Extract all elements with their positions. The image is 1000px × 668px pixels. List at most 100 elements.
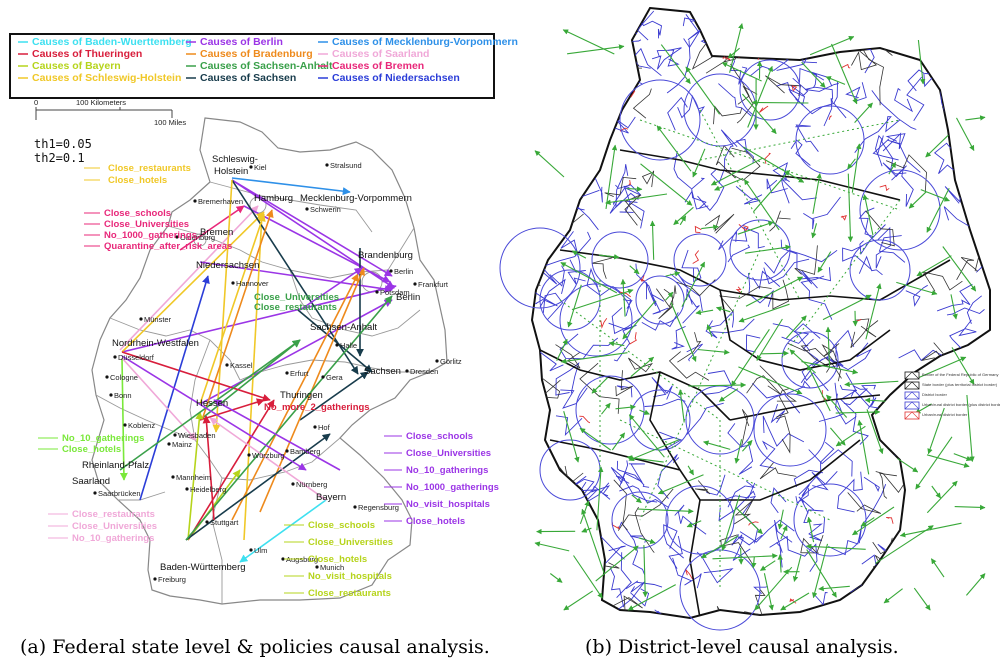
urban-border [600, 318, 608, 329]
city-dresden: Dresden [410, 367, 438, 376]
district-border [542, 292, 564, 320]
district-border [555, 362, 580, 396]
city-bremerhaven: Bremerhaven [198, 197, 243, 206]
district-border [882, 560, 909, 590]
state-label-berlin: Berlin [396, 292, 420, 303]
causal-edge [239, 499, 327, 563]
district-border [663, 524, 684, 559]
district-border [532, 467, 553, 503]
urban-border [738, 224, 749, 232]
district-border [859, 224, 886, 255]
urban-border [759, 105, 769, 113]
district-legend-swatch [904, 381, 920, 390]
district-border [835, 393, 857, 425]
district-border [532, 425, 542, 466]
district-border [833, 81, 847, 119]
district-border [672, 557, 702, 589]
causal-edge [121, 357, 197, 441]
district-edge [920, 189, 950, 202]
district-edge [752, 169, 791, 213]
district-border [803, 196, 841, 230]
district-border [798, 496, 824, 524]
district-edge [956, 117, 975, 151]
district-subborder [615, 370, 634, 397]
district-border [619, 19, 638, 35]
district-edge [806, 516, 815, 543]
district-edge [712, 553, 778, 560]
district-edge [801, 61, 826, 88]
district-subborder [641, 170, 655, 188]
district-border [734, 8, 747, 25]
policy-label: No_10_gatherings [62, 433, 144, 444]
district-subborder [960, 145, 979, 165]
district-border [579, 79, 611, 100]
district-border [799, 67, 817, 89]
district-subborder [933, 574, 982, 594]
district-edge [563, 411, 580, 463]
district-subborder [555, 344, 581, 369]
legend-item: Causes of Sachsen [200, 72, 296, 84]
urban-border [828, 115, 832, 121]
city-dot [285, 371, 289, 375]
policy-label: Close_Universities [308, 537, 393, 548]
district-edge [595, 545, 639, 582]
district-border [861, 384, 877, 409]
district-border [809, 71, 833, 87]
state-label-rheinland-pfalz: Rheinland-Pfalz [82, 460, 149, 471]
urban-border [789, 598, 797, 604]
district-legend-label: Urban/rural district border (plus distri… [922, 402, 1000, 407]
district-edge [756, 318, 783, 361]
district-border [854, 116, 900, 153]
district-border [705, 318, 755, 339]
urban-border [748, 521, 759, 526]
district-border [718, 83, 752, 117]
policy-label: Close_schools [308, 520, 375, 531]
district-edge [763, 573, 774, 611]
district-border [872, 8, 894, 26]
district-border [808, 517, 826, 542]
legend-item: Causes of Niedersachsen [332, 72, 460, 84]
district-edge [735, 506, 763, 535]
district-border [939, 15, 965, 29]
district-edge [534, 150, 565, 178]
district-subborder [861, 47, 884, 106]
district-edge [688, 382, 747, 388]
district-subborder [539, 542, 569, 567]
district-border [954, 100, 963, 112]
district-edge [847, 158, 856, 170]
district-edge [729, 23, 744, 73]
city-dot [405, 369, 409, 373]
district-edge [627, 186, 643, 192]
district-edge-long [639, 119, 901, 211]
district-edge [883, 588, 903, 604]
state-label-niedersachsen: Niedersachsen [196, 260, 259, 271]
district-edge [926, 454, 970, 468]
district-border [776, 82, 823, 115]
district-border [901, 165, 914, 207]
district-edge [888, 161, 897, 175]
district-edge [660, 44, 691, 85]
urban-border [540, 241, 550, 254]
district-edge [629, 265, 640, 275]
district-circle [793, 483, 867, 557]
city-ulm: Ulm [254, 546, 267, 555]
urban-border [735, 286, 744, 295]
urban-border [879, 184, 890, 192]
district-subborder [865, 210, 895, 247]
causal-edge [231, 179, 393, 277]
district-edge [930, 558, 945, 578]
district-border [619, 485, 670, 508]
district-border [735, 186, 763, 205]
district-legend-label: District border [922, 392, 948, 397]
district-edge [760, 350, 789, 357]
state-label-mecklenburg: Mecklenburg-Vorpommern [300, 193, 412, 204]
district-edge-long [619, 419, 831, 521]
district-circle [611, 491, 669, 549]
district-border [850, 389, 880, 409]
district-border [616, 460, 650, 488]
city-dot [109, 393, 113, 397]
district-edge [605, 193, 668, 206]
district-subborder [728, 8, 751, 24]
district-circle [859, 169, 941, 251]
